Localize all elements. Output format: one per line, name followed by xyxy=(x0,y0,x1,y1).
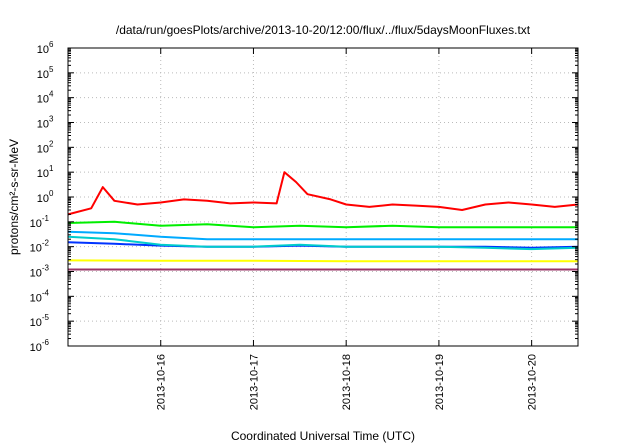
y-tick-label: 106 xyxy=(37,40,54,56)
y-tick-label: 105 xyxy=(37,65,54,81)
series-group xyxy=(67,171,579,271)
y-tick-label: 101 xyxy=(37,164,54,180)
y-tick-label: 102 xyxy=(37,139,54,155)
series-line-3 xyxy=(67,230,578,241)
y-tick-label: 100 xyxy=(37,189,54,205)
x-axis-label: Coordinated Universal Time (UTC) xyxy=(231,429,415,443)
x-axis: 2013-10-16 2013-10-17 2013-10-18 2013-10-19… xyxy=(156,48,539,410)
y-tick-label: 10-1 xyxy=(30,214,50,230)
x-tick-label: 2013-10-18 xyxy=(341,354,353,410)
y-tick-label: 104 xyxy=(37,90,54,106)
y-axis: 10-6 10-5 10-4 10-3 10-2 10-1 100 101 102 103 104 1… xyxy=(30,40,578,354)
series-line-5 xyxy=(67,235,579,251)
series-line-2 xyxy=(67,220,578,229)
y-tick-label: 10-4 xyxy=(30,288,50,304)
y-tick-label: 103 xyxy=(37,115,54,131)
x-tick-label: 2013-10-20 xyxy=(527,354,539,410)
grid xyxy=(68,48,578,346)
y-axis-label: protons/cm²-s-sr-MeV xyxy=(7,139,21,255)
x-tick-label: 2013-10-16 xyxy=(156,354,168,410)
y-tick-label: 10-5 xyxy=(30,313,50,329)
chart-title: /data/run/goesPlots/archive/2013-10-20/1… xyxy=(116,23,531,37)
series-line-6 xyxy=(67,259,578,263)
x-tick-label: 2013-10-17 xyxy=(248,354,260,410)
y-tick-label: 10-3 xyxy=(30,264,50,280)
y-tick-label: 10-2 xyxy=(30,239,50,255)
y-tick-label: 10-6 xyxy=(30,338,50,354)
series-line-1 xyxy=(67,171,579,216)
x-tick-label: 2013-10-19 xyxy=(434,354,446,410)
